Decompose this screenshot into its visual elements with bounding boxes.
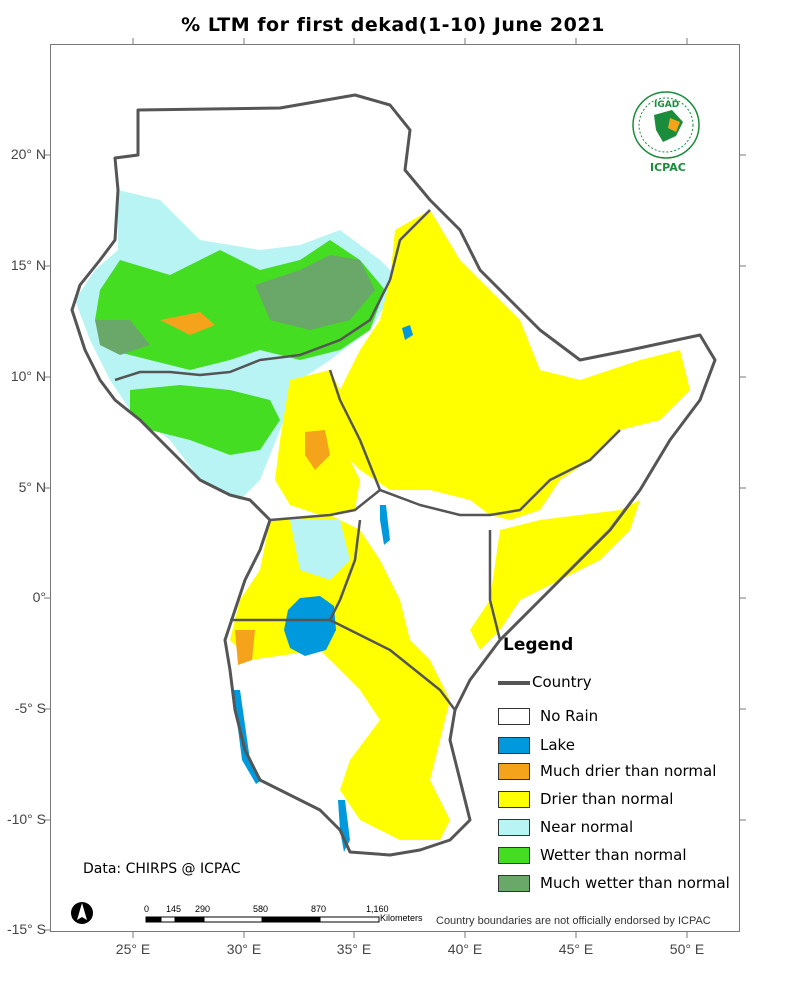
lon-label: 25° E xyxy=(115,941,151,957)
north-arrow-icon xyxy=(71,902,93,924)
lake-tana xyxy=(402,325,413,340)
wetter-region-south xyxy=(130,385,280,455)
lat-label: 5° N xyxy=(18,479,46,495)
lat-label: 0° xyxy=(32,589,46,605)
axis-ticks xyxy=(44,38,746,938)
lon-label: 40° E xyxy=(447,941,483,957)
legend-swatch xyxy=(498,847,530,864)
map-frame xyxy=(50,44,740,932)
internal-borders xyxy=(114,209,621,711)
legend-title: Legend xyxy=(503,635,574,655)
legend-label: Lake xyxy=(540,736,575,754)
lake-malawi xyxy=(338,800,350,852)
scale-tick: 0 xyxy=(144,904,150,914)
legend-label: Much wetter than normal xyxy=(540,874,730,892)
drier-region-ethiopia xyxy=(320,210,690,520)
region-outline xyxy=(70,93,717,857)
much-drier-spot-1 xyxy=(305,430,330,470)
lon-label: 50° E xyxy=(669,941,705,957)
lat-label: 15° N xyxy=(10,257,46,273)
legend-swatch xyxy=(498,737,530,754)
much-wetter-region xyxy=(255,255,375,330)
legend-label: Much drier than normal xyxy=(540,762,717,780)
drier-region-east-coast xyxy=(470,500,640,650)
near-normal-region-east xyxy=(290,520,350,580)
logo-name: ICPAC xyxy=(650,161,686,174)
legend-swatch xyxy=(498,819,530,836)
legend-swatch xyxy=(498,791,530,808)
country-line-icon xyxy=(498,681,530,685)
lon-label: 30° E xyxy=(226,941,262,957)
drier-region-uganda xyxy=(230,515,450,840)
scale-unit: Kilometers xyxy=(380,913,423,923)
much-drier-spot-3 xyxy=(235,630,255,665)
legend-country-label: Country xyxy=(532,673,592,691)
logo-top-text: IGAD xyxy=(654,100,680,110)
scale-tick: 1,160 xyxy=(366,904,389,914)
lat-label: -10° S xyxy=(6,811,46,827)
scale-tick: 290 xyxy=(195,904,211,914)
legend-label: Drier than normal xyxy=(540,790,674,808)
scale-tick: 870 xyxy=(311,904,327,914)
much-wetter-region-2 xyxy=(95,320,150,355)
map-title: % LTM for first dekad(1-10) June 2021 xyxy=(181,14,605,36)
legend-swatch xyxy=(498,708,530,725)
legend-swatch xyxy=(498,763,530,780)
legend-swatch xyxy=(498,875,530,892)
lat-label: -15° S xyxy=(6,921,46,937)
scale-bar xyxy=(145,916,380,923)
legend-label: Wetter than normal xyxy=(540,846,687,864)
lake-tanganyika xyxy=(233,690,262,784)
data-credit: Data: CHIRPS @ ICPAC xyxy=(83,861,241,877)
white-region-tanzania xyxy=(240,650,370,790)
lat-label: -5° S xyxy=(14,700,46,716)
lat-label: 10° N xyxy=(10,368,46,384)
lake-victoria xyxy=(284,596,336,656)
disclaimer: Country boundaries are not officially en… xyxy=(436,915,711,927)
scale-tick: 145 xyxy=(166,904,182,914)
legend-label: Near normal xyxy=(540,818,634,836)
lat-label: 20° N xyxy=(10,146,46,162)
lake-turkana xyxy=(380,505,390,545)
lon-label: 45° E xyxy=(558,941,594,957)
lon-label: 35° E xyxy=(336,941,372,957)
much-drier-spot-2 xyxy=(160,312,215,335)
igad-logo xyxy=(632,91,700,159)
scale-tick: 580 xyxy=(253,904,269,914)
legend-label: No Rain xyxy=(540,707,599,725)
